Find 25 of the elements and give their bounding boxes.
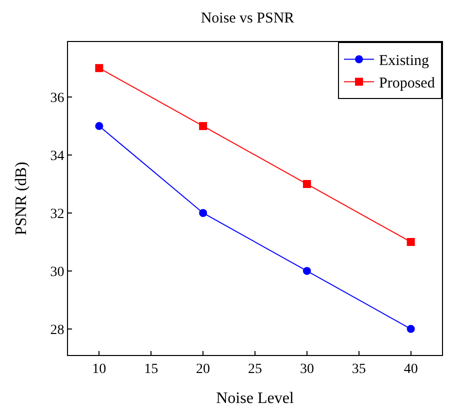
point — [406, 324, 415, 333]
y-tick-label: 32 — [50, 206, 64, 222]
y-axis-title: PSNR (dB) — [13, 162, 30, 236]
point — [95, 64, 104, 72]
x-tick-label: 30 — [300, 362, 314, 377]
y-tick-label: 36 — [50, 90, 64, 106]
x-axis-title: Noise Level — [216, 390, 294, 407]
legend-label: Proposed — [379, 76, 436, 92]
point — [95, 122, 104, 130]
x-tick-label: 20 — [196, 362, 210, 377]
y-tick-label: 34 — [50, 148, 64, 164]
x-tick-label: 40 — [404, 362, 418, 377]
point — [406, 238, 415, 246]
x-tick-label: 10 — [92, 362, 106, 377]
y-tick-label: 28 — [50, 322, 64, 338]
chart-title: Noise vs PSNR — [200, 10, 294, 27]
x-tick-label: 25 — [248, 362, 262, 377]
x-tick-label: 35 — [352, 362, 366, 377]
x-tick-label: 15 — [144, 362, 158, 377]
point — [199, 208, 208, 217]
point — [302, 266, 311, 275]
y-tick-label: 30 — [50, 264, 64, 280]
point — [302, 180, 311, 188]
legend-label: Existing — [379, 53, 430, 70]
point — [199, 122, 208, 130]
